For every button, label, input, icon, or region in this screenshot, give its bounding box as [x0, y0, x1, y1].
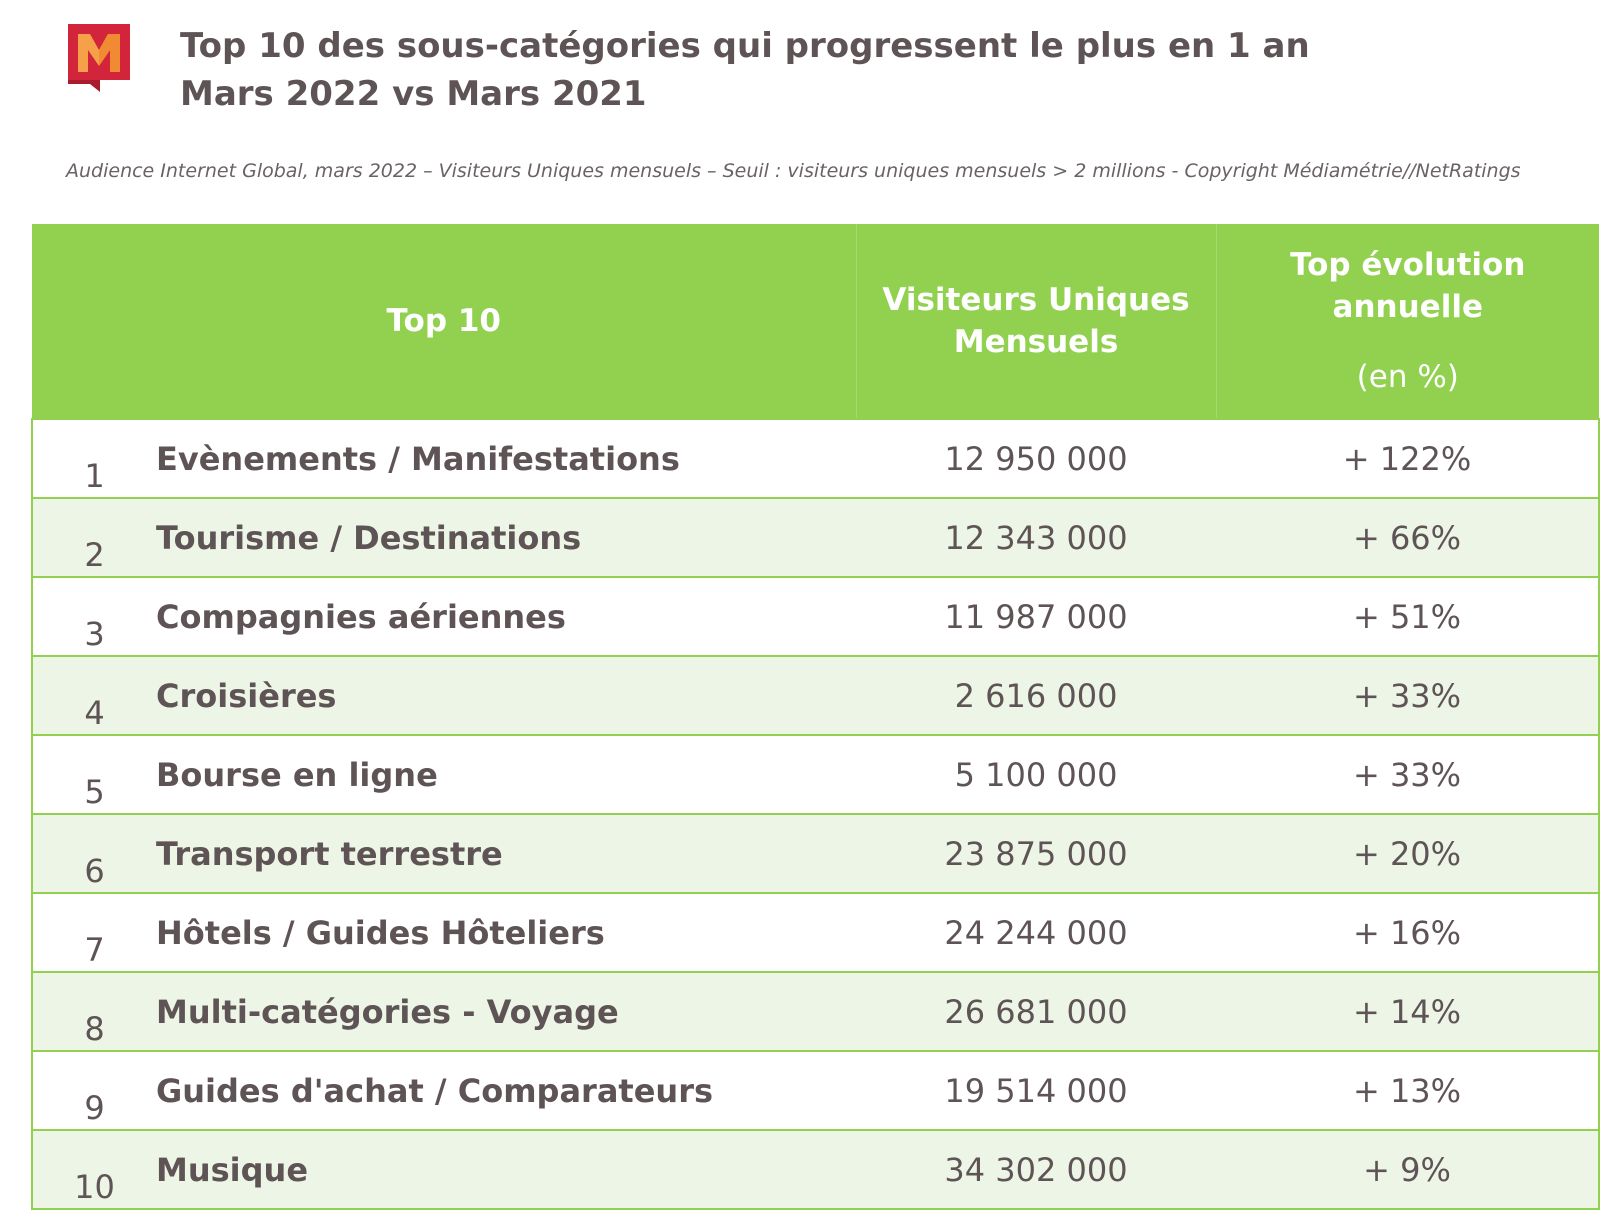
category-name: Evènements / Manifestations: [156, 418, 857, 499]
ranking-table: Top 10 Visiteurs Uniques Mensuels Top év…: [31, 224, 1601, 1210]
table-row: 6 Transport terrestre 23 875 000 + 20%: [31, 813, 1601, 894]
table-row: 4 Croisières 2 616 000 + 33%: [31, 655, 1601, 736]
visitors: 23 875 000: [856, 813, 1217, 894]
rank: 6: [31, 813, 156, 894]
category-name: Croisières: [156, 655, 857, 736]
header-row: Top 10 Visiteurs Uniques Mensuels Top év…: [32, 224, 1600, 419]
title-line: Mars 2022 vs Mars 2021: [180, 74, 647, 114]
rank: 9: [31, 1050, 156, 1131]
evolution: + 13%: [1216, 1050, 1601, 1131]
visitors: 26 681 000: [856, 971, 1217, 1052]
rank: 8: [31, 971, 156, 1052]
title: Top 10 des sous-catégories qui progresse…: [180, 22, 1310, 118]
title-line: Top 10 des sous-catégories qui progresse…: [180, 26, 1310, 66]
table-row: 1 Evènements / Manifestations 12 950 000 + …: [31, 418, 1601, 499]
table-header: Top 10 Visiteurs Uniques Mensuels Top év…: [32, 224, 1600, 419]
visitors: 12 343 000: [856, 497, 1217, 578]
evolution: + 33%: [1216, 655, 1601, 736]
evolution: + 14%: [1216, 971, 1601, 1052]
table-row: 5 Bourse en ligne 5 100 000 + 33%: [31, 734, 1601, 815]
evolution: + 51%: [1216, 576, 1601, 657]
category-name: Multi-catégories - Voyage: [156, 971, 857, 1052]
table-row: 7 Hôtels / Guides Hôteliers 24 244 000 + 16…: [31, 892, 1601, 973]
category-name: Bourse en ligne: [156, 734, 857, 815]
category-name: Transport terrestre: [156, 813, 857, 894]
table-body: 1 Evènements / Manifestations 12 950 000 + …: [31, 418, 1601, 1210]
category-name: Guides d'achat / Comparateurs: [156, 1050, 857, 1131]
column-header: Top 10: [32, 224, 857, 419]
category-name: Compagnies aériennes: [156, 576, 857, 657]
rank: 1: [31, 418, 156, 499]
evolution: + 16%: [1216, 892, 1601, 973]
table-row: 10 Musique 34 302 000 + 9%: [31, 1129, 1601, 1210]
evolution: + 33%: [1216, 734, 1601, 815]
visitors: 11 987 000: [856, 576, 1217, 657]
visitors: 2 616 000: [856, 655, 1217, 736]
evolution: + 20%: [1216, 813, 1601, 894]
rank: 3: [31, 576, 156, 657]
column-header-text: Top évolution annuelle: [1290, 247, 1526, 325]
category-name: Tourisme / Destinations: [156, 497, 857, 578]
subtitle: Audience Internet Global, mars 2022 – Vi…: [66, 160, 1521, 182]
rank: 7: [31, 892, 156, 973]
logo: [68, 24, 130, 92]
rank: 2: [31, 497, 156, 578]
rank: 5: [31, 734, 156, 815]
column-note: (en %): [1356, 359, 1459, 395]
evolution: + 66%: [1216, 497, 1601, 578]
visitors: 24 244 000: [856, 892, 1217, 973]
visitors: 12 950 000: [856, 418, 1217, 499]
category-name: Hôtels / Guides Hôteliers: [156, 892, 857, 973]
column-header: Top évolution annuelle (en %): [1215, 224, 1600, 419]
table-row: 8 Multi-catégories - Voyage 26 681 000 + 14…: [31, 971, 1601, 1052]
rank: 4: [31, 655, 156, 736]
visitors: 34 302 000: [856, 1129, 1217, 1210]
rank: 10: [31, 1129, 156, 1210]
evolution: + 122%: [1216, 418, 1601, 499]
table-row: 2 Tourisme / Destinations 12 343 000 + 66%: [31, 497, 1601, 578]
visitors: 19 514 000: [856, 1050, 1217, 1131]
table-row: 3 Compagnies aériennes 11 987 000 + 51%: [31, 576, 1601, 657]
category-name: Musique: [156, 1129, 857, 1210]
visitors: 5 100 000: [856, 734, 1217, 815]
column-header: Visiteurs Uniques Mensuels: [855, 224, 1217, 419]
evolution: + 9%: [1216, 1129, 1601, 1210]
table-row: 9 Guides d'achat / Comparateurs 19 514 000…: [31, 1050, 1601, 1131]
